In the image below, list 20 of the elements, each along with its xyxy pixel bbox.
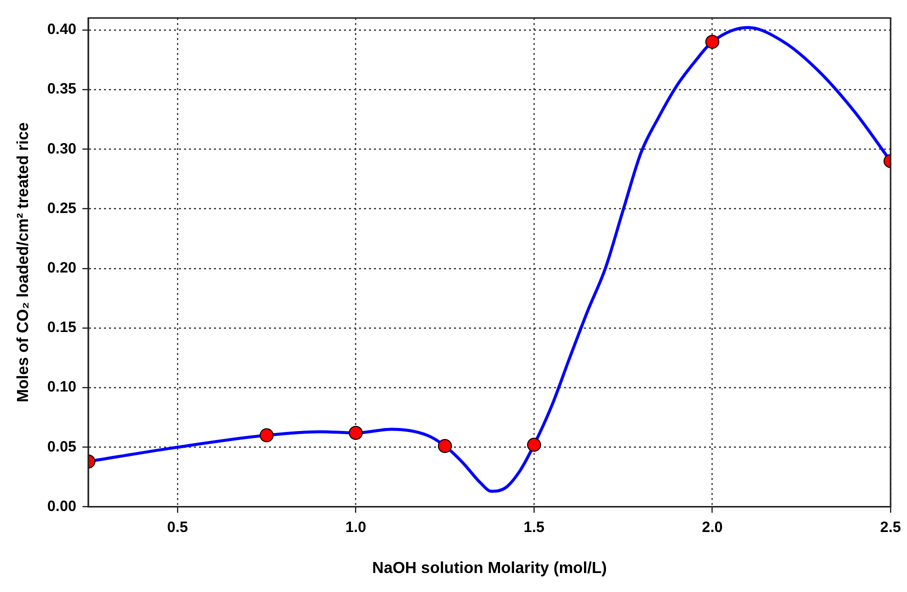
x-tick-label: 2.5: [880, 518, 902, 536]
point: [348, 426, 363, 440]
y-tick-label: 0.10: [47, 378, 76, 396]
y-tick-label: 0.40: [47, 21, 76, 38]
x-tick-label: 2.0: [702, 518, 723, 536]
x-tick-label: 1.0: [345, 518, 366, 536]
point: [527, 438, 542, 452]
x-tick-label: 1.5: [524, 518, 544, 536]
x-tick-label: 0.5: [167, 518, 188, 536]
x-axis-title: NaOH solution Molarity (mol/L): [372, 560, 607, 577]
y-tick-label: 0.25: [47, 200, 76, 217]
y-tick-label: 0.15: [47, 319, 76, 336]
y-tick-label: 0.20: [47, 260, 76, 276]
point: [260, 428, 274, 442]
y-tick-label: 0.05: [47, 438, 76, 456]
point: [438, 439, 452, 453]
y-tick-label: 0.30: [47, 140, 76, 158]
y-tick-label: 0.35: [47, 80, 76, 98]
y-tick-label: 0.00: [47, 498, 76, 515]
y-axis-title: Moles of CO₂ loaded/cm² treated rice: [15, 122, 32, 402]
